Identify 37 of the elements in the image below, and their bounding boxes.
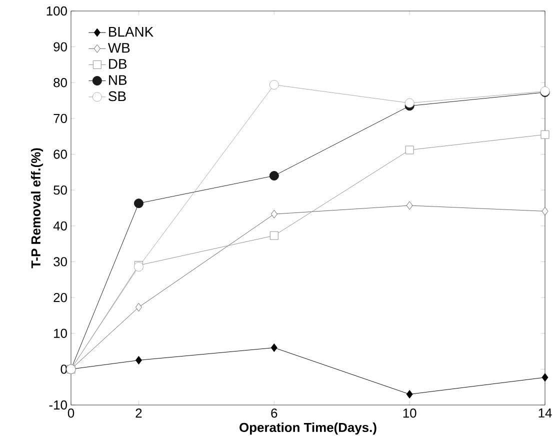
y-tick-label: 10	[54, 328, 67, 338]
point	[270, 231, 278, 240]
legend-label: BLANK	[109, 27, 154, 37]
point	[135, 356, 142, 364]
y-tick-label: 40	[53, 221, 67, 230]
y-tick-label: 20	[54, 292, 67, 302]
point	[134, 198, 144, 208]
x-tick-label: 10	[403, 408, 416, 418]
legend-label: WB	[108, 43, 130, 53]
point	[269, 171, 279, 181]
y-tick-label: 50	[54, 186, 67, 195]
point	[542, 373, 548, 382]
legend-label: DB	[109, 59, 127, 69]
legend-label: NB	[109, 75, 127, 85]
y-tick-label: 60	[54, 150, 67, 159]
point	[270, 210, 278, 218]
y-axis-title: T-P Removal eff.(%)	[30, 148, 44, 268]
y-tick-label: 70	[54, 114, 67, 124]
legend-label: SB	[108, 91, 126, 102]
x-tick-label: 2	[136, 408, 142, 418]
point	[135, 302, 142, 312]
point	[405, 146, 414, 154]
point	[542, 206, 548, 216]
point	[540, 130, 550, 139]
point	[270, 343, 278, 352]
y-tick-label: 100	[46, 6, 67, 16]
y-tick-label: -10	[49, 400, 67, 410]
x-tick-label: 6	[271, 408, 278, 418]
x-tick-label: 14	[538, 408, 552, 418]
point	[406, 201, 413, 210]
y-tick-label: 90	[54, 42, 67, 52]
x-axis-title: Operation Time(Days.)	[240, 422, 376, 435]
y-tick-label: 30	[54, 257, 67, 266]
point	[404, 98, 414, 108]
point	[406, 390, 413, 399]
x-tick-label: 0	[68, 408, 74, 418]
y-tick-label: 80	[54, 78, 67, 88]
